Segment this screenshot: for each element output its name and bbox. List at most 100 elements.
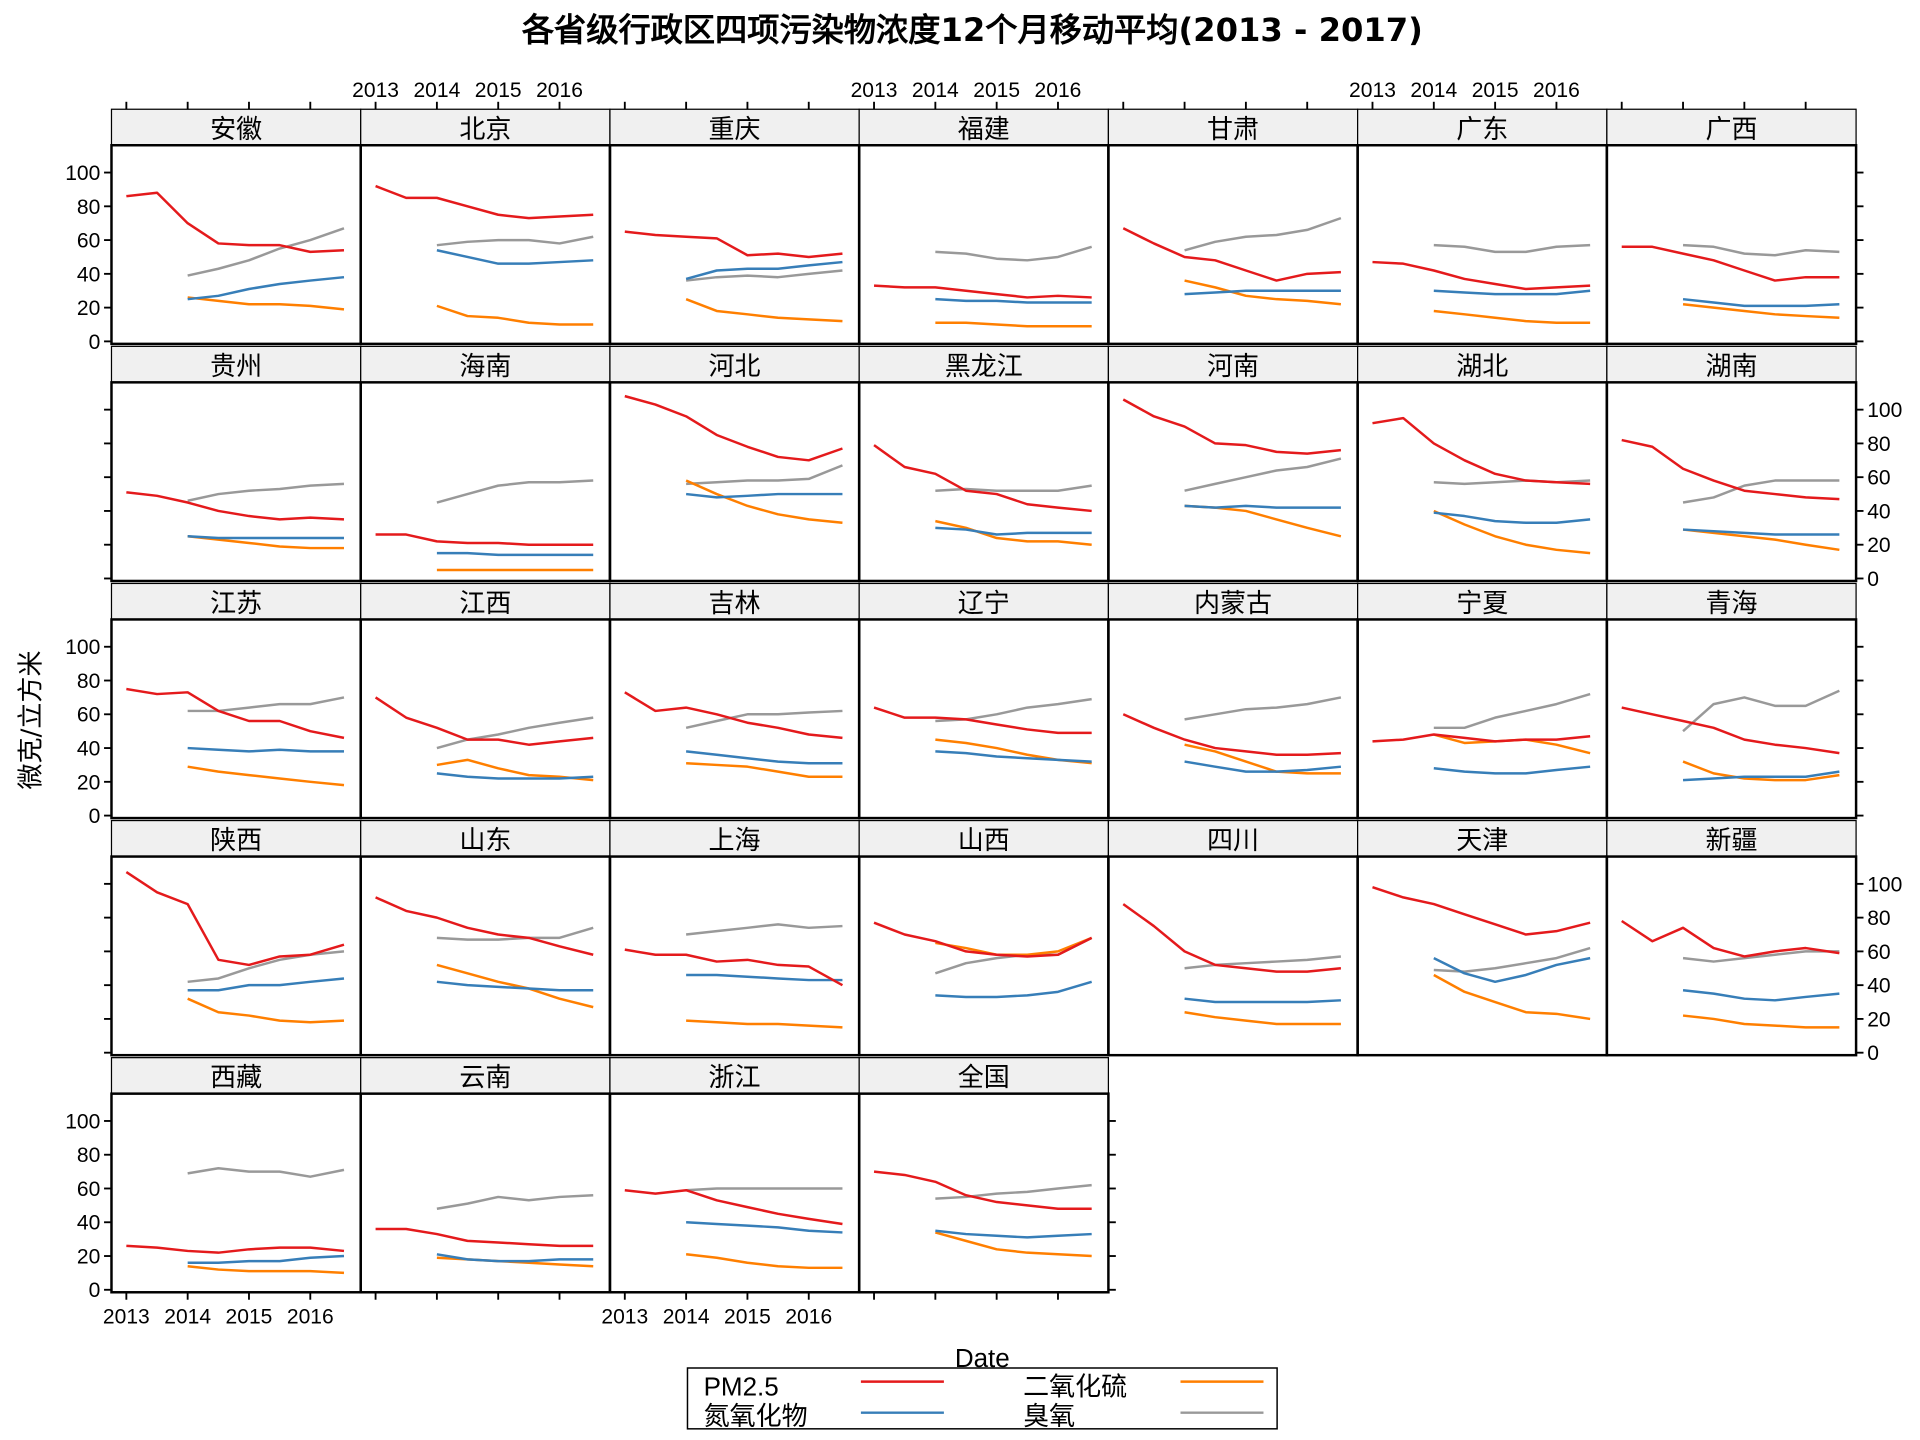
panel-title: 江苏: [210, 589, 262, 619]
y-tick-label: 60: [77, 1178, 100, 1201]
series-line-o3: [1682, 950, 1840, 963]
y-tick-label: 20: [1867, 1008, 1890, 1031]
series-line-so2: [187, 296, 345, 311]
x-tick-label: 2015: [724, 1305, 771, 1328]
legend: PM2.5 氮氧化物 二氧化硫 臭氧: [686, 1367, 1278, 1432]
panel-title: 山西: [958, 826, 1010, 856]
series-line-so2: [436, 304, 594, 326]
series-line-pm: [624, 1188, 843, 1226]
series-line-o3: [1433, 692, 1591, 730]
panel-title: 四川: [1207, 826, 1259, 856]
panel-title: 海南: [459, 352, 511, 382]
panel-title: 宁夏: [1456, 589, 1508, 619]
series-line-pm: [624, 394, 843, 462]
panel: 江西: [359, 582, 612, 820]
series-line-so2: [1433, 509, 1591, 555]
series-line-no2: [1433, 289, 1591, 296]
panel-title: 甘肃: [1207, 115, 1259, 145]
legend-label-pm25: PM2.5: [704, 1371, 779, 1401]
panel: 湖北: [1356, 345, 1609, 583]
panel-strip: [110, 108, 362, 146]
series-line-so2: [935, 321, 1092, 328]
x-tick-label: 2014: [663, 1305, 710, 1328]
series-line-o3: [1184, 457, 1342, 492]
series-line-no2: [436, 772, 594, 780]
panel-strip: [1357, 108, 1608, 146]
series-line-so2: [187, 997, 345, 1024]
series-line-pm: [873, 444, 1092, 513]
series-line-no2: [935, 297, 1092, 304]
series-line-no2: [436, 551, 594, 557]
series-line-o3: [686, 1187, 843, 1192]
series-line-no2: [686, 1221, 843, 1234]
x-tick-label: 2016: [287, 1305, 334, 1328]
series-line-so2: [187, 765, 345, 787]
series-line-so2: [935, 519, 1092, 546]
y-tick-label: 20: [1867, 534, 1890, 557]
series-line-no2: [1184, 760, 1342, 773]
series-line-no2: [935, 526, 1092, 536]
series-line-no2: [187, 535, 344, 540]
series-line-pm: [873, 921, 1093, 958]
series-line-pm: [873, 1170, 1092, 1210]
series-line-o3: [1682, 479, 1840, 504]
series-line-o3: [1184, 955, 1342, 970]
series-line-pm: [375, 184, 594, 220]
panel-strip: [858, 1057, 1110, 1095]
panel-frame: [110, 618, 362, 820]
series-line-pm: [374, 696, 594, 746]
x-tick-label: 2015: [475, 79, 522, 102]
panel-title: 西藏: [210, 1063, 262, 1093]
y-tick-label: 80: [1867, 433, 1890, 456]
series-line-o3: [935, 1183, 1092, 1200]
panel-title: 山东: [459, 826, 511, 856]
series-line-o3: [436, 1193, 594, 1210]
panel-strip: [609, 582, 860, 621]
panel: 江苏: [110, 582, 362, 820]
series-line-pm: [624, 691, 843, 740]
series-line-pm: [873, 706, 1092, 735]
y-tick-label: 80: [1867, 907, 1890, 930]
series-line-pm: [1122, 713, 1341, 757]
panel: 吉林: [608, 582, 861, 820]
series-line-pm: [126, 1244, 345, 1254]
series-line-no2: [1433, 765, 1591, 775]
series-line-so2: [1682, 760, 1840, 782]
series-line-o3: [1184, 216, 1342, 252]
series-line-so2: [1682, 528, 1840, 552]
series-line-o3: [685, 269, 843, 282]
series-line-so2: [935, 936, 1093, 956]
panel: 广东: [1356, 108, 1609, 346]
y-tick-label: 100: [65, 1110, 100, 1133]
panel-title: 陕西: [210, 826, 262, 856]
series-line-pm: [1621, 706, 1840, 755]
panel-strip: [1606, 345, 1857, 383]
panel: 贵州: [110, 345, 362, 583]
panel: 广西: [1605, 108, 1858, 346]
panel: 海南: [359, 345, 612, 583]
panel-frame: [857, 855, 1110, 1057]
series-line-no2: [1682, 297, 1840, 308]
panel-strip: [360, 819, 611, 858]
y-tick-label: 20: [77, 297, 100, 320]
series-line-so2: [1682, 1014, 1840, 1029]
x-tick-label: 2014: [1410, 79, 1457, 102]
panel: 辽宁: [857, 582, 1110, 820]
y-tick-label: 80: [77, 1144, 100, 1167]
x-tick-label: 2016: [785, 1305, 832, 1328]
series-line-so2: [187, 1264, 345, 1275]
series-line-so2: [1184, 279, 1342, 306]
panel-title: 广西: [1705, 115, 1757, 145]
panel-strip: [1107, 108, 1359, 146]
legend-label-no2: 氮氧化物: [704, 1402, 808, 1432]
panel-title: 黑龙江: [945, 352, 1023, 382]
series-line-pm: [1372, 733, 1591, 743]
panel: 北京: [359, 108, 612, 346]
series-line-o3: [436, 479, 594, 504]
panel-strip: [110, 819, 362, 858]
series-line-pm: [375, 533, 594, 546]
panel: 安徽: [110, 108, 362, 346]
panel-strip: [110, 1057, 362, 1095]
x-tick-label: 2016: [536, 79, 583, 102]
